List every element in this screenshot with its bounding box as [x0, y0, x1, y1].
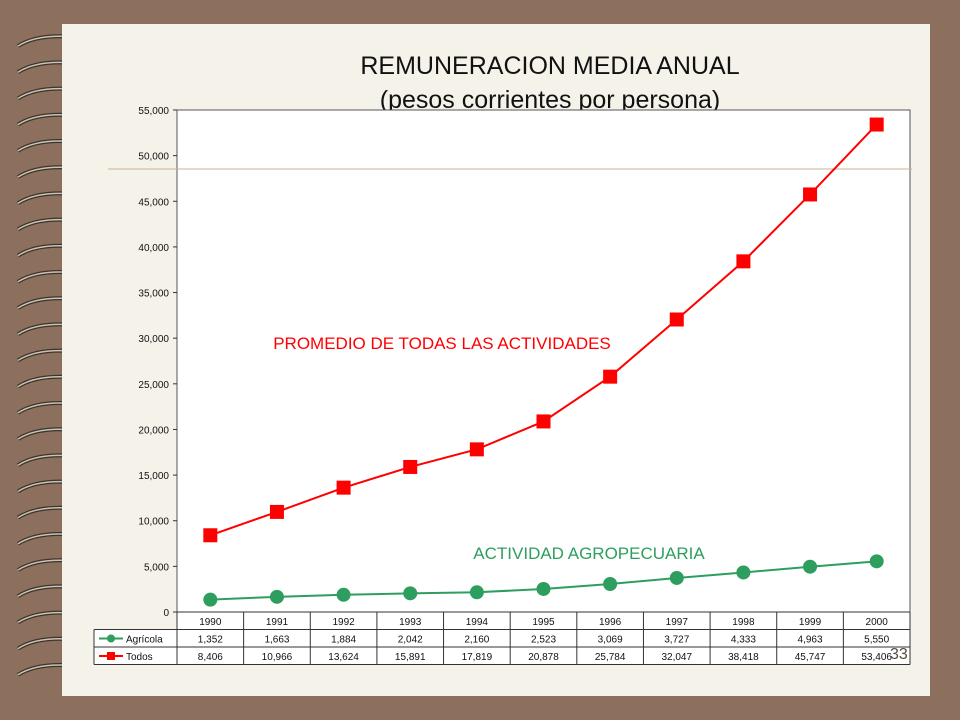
data-point-todos: [269, 504, 284, 519]
table-value-agricola: 1,352: [198, 635, 223, 646]
chart-title: REMUNERACION MEDIA ANUAL: [360, 52, 740, 80]
table-value-todos: 25,784: [595, 652, 626, 663]
chart-subtitle: (pesos corrientes por persona): [379, 86, 721, 114]
data-point-agricola: [803, 559, 818, 574]
data-point-todos: [203, 528, 218, 543]
data-point-agricola: [203, 592, 218, 607]
y-tick-label: 0: [163, 608, 169, 619]
y-tick-label: 50,000: [138, 152, 169, 163]
table-value-todos: 13,624: [328, 652, 359, 663]
table-value-agricola: 5,550: [864, 635, 889, 646]
data-table-header-bg: [177, 612, 910, 630]
y-tick-label: 25,000: [138, 380, 169, 391]
table-value-todos: 8,406: [198, 652, 223, 663]
x-tick-label: 1993: [399, 617, 422, 628]
plot-area: [176, 109, 911, 613]
y-tick-label: 55,000: [138, 106, 169, 117]
y-tick-label: 45,000: [138, 197, 169, 208]
data-point-agricola: [603, 576, 618, 591]
data-point-todos: [336, 480, 351, 495]
table-value-todos: 10,966: [262, 652, 293, 663]
y-tick-label: 20,000: [138, 425, 169, 436]
x-tick-label: 1999: [799, 617, 822, 628]
table-value-agricola: 4,963: [798, 635, 823, 646]
table-value-agricola: 2,042: [398, 635, 423, 646]
data-point-todos: [403, 459, 418, 474]
data-point-agricola: [269, 589, 284, 604]
table-value-agricola: 3,727: [664, 635, 689, 646]
x-tick-label: 1998: [732, 617, 755, 628]
table-value-agricola: 3,069: [598, 635, 623, 646]
legend-label-agricola: Agrícola: [126, 635, 163, 646]
data-point-agricola: [536, 581, 551, 596]
y-tick-label: 35,000: [138, 289, 169, 300]
data-point-agricola: [469, 585, 484, 600]
x-tick-label: 1992: [332, 617, 355, 628]
data-point-agricola: [869, 554, 884, 569]
slide-number: 33: [890, 646, 908, 663]
data-point-todos: [603, 369, 618, 384]
y-tick-label: 10,000: [138, 517, 169, 528]
data-point-todos: [669, 312, 684, 327]
data-point-agricola: [336, 587, 351, 602]
table-value-todos: 20,878: [528, 652, 559, 663]
data-point-todos: [469, 442, 484, 457]
table-value-todos: 15,891: [395, 652, 426, 663]
data-point-agricola: [736, 565, 751, 580]
data-point-todos: [536, 414, 551, 429]
legend-label-todos: Todos: [126, 652, 153, 663]
table-value-todos: 38,418: [728, 652, 759, 663]
legend-marker-todos: [107, 652, 115, 660]
table-value-todos: 32,047: [661, 652, 692, 663]
x-tick-label: 1997: [666, 617, 689, 628]
table-value-todos: 53,406: [861, 652, 892, 663]
x-tick-label: 1991: [266, 617, 289, 628]
y-tick-label: 15,000: [138, 471, 169, 482]
table-value-agricola: 2,160: [464, 635, 489, 646]
x-tick-label: 1996: [599, 617, 622, 628]
table-value-agricola: 1,884: [331, 635, 356, 646]
y-tick-label: 30,000: [138, 334, 169, 345]
data-point-todos: [803, 187, 818, 202]
annotation-agricola: ACTIVIDAD AGROPECUARIA: [473, 544, 705, 563]
x-tick-label: 1995: [532, 617, 555, 628]
legend-marker-agricola: [107, 634, 115, 643]
y-tick-label: 40,000: [138, 243, 169, 254]
table-value-agricola: 4,333: [731, 635, 756, 646]
y-tick-label: 5,000: [144, 562, 169, 573]
x-tick-label: 2000: [866, 617, 889, 628]
data-point-todos: [869, 117, 884, 132]
data-point-agricola: [403, 586, 418, 601]
table-value-agricola: 1,663: [264, 635, 289, 646]
x-tick-label: 1990: [199, 617, 222, 628]
table-value-todos: 17,819: [462, 652, 493, 663]
data-point-agricola: [669, 570, 684, 585]
table-value-todos: 45,747: [795, 652, 826, 663]
table-value-agricola: 2,523: [531, 635, 556, 646]
annotation-todos: PROMEDIO DE TODAS LAS ACTIVIDADES: [273, 334, 611, 353]
data-point-todos: [736, 254, 751, 269]
x-tick-label: 1994: [466, 617, 489, 628]
